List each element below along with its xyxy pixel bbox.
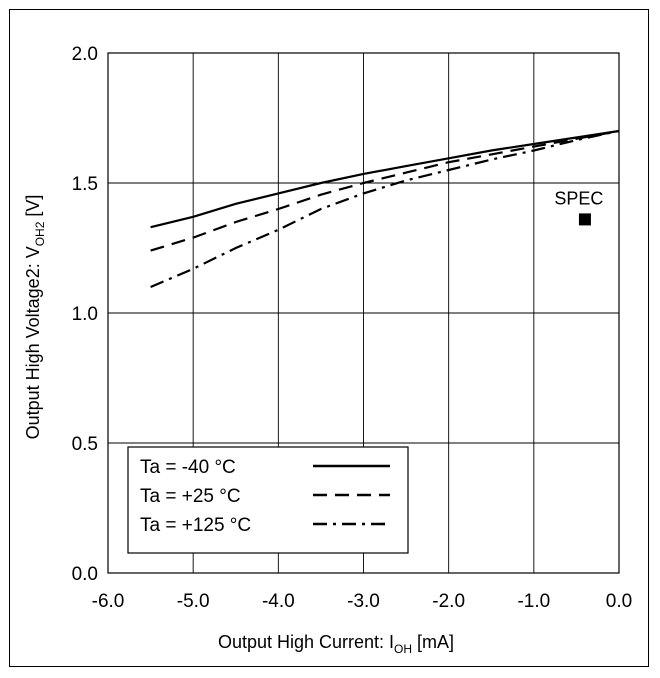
tick-labels: -6.0 -5.0 -4.0 -3.0 -2.0 -1.0 0.0 0.0 0.5 1.0 1.5 2… [72, 44, 633, 612]
y-tick-label: 2.0 [72, 44, 98, 65]
y-tick-label: 0.5 [72, 434, 98, 455]
x-tick-label: -3.0 [347, 591, 380, 612]
y-axis-label: Output High Voltage2: VOH2 [V] [23, 195, 47, 440]
legend: Ta = -40 °C Ta = +25 °C Ta = +125 °C [127, 446, 409, 554]
series-group [150, 129, 620, 289]
y-tick-label: 1.0 [72, 304, 98, 325]
x-axis-label: Output High Current: IOH [mA] [218, 632, 454, 656]
plot-area-border [107, 52, 620, 574]
spec-label: SPEC [554, 188, 603, 208]
x-tick-label: -1.0 [517, 591, 550, 612]
y-tick-label: 1.5 [72, 174, 98, 195]
x-tick-label: -4.0 [262, 591, 295, 612]
legend-label: Ta = +125 °C [140, 515, 251, 536]
chart-frame [9, 9, 649, 667]
x-tick-label: -6.0 [92, 591, 125, 612]
x-tick-label: -5.0 [177, 591, 210, 612]
series-line [150, 129, 620, 289]
legend-box [127, 446, 409, 554]
legend-label: Ta = +25 °C [140, 486, 241, 507]
annotations: SPEC [554, 188, 603, 226]
spec-marker [578, 213, 591, 226]
x-tick-label: 0.0 [606, 591, 632, 612]
x-tick-label: -2.0 [432, 591, 465, 612]
series-line [150, 129, 620, 252]
y-tick-label: 0.0 [72, 564, 98, 585]
series-line [150, 129, 620, 229]
legend-label: Ta = -40 °C [140, 457, 236, 478]
